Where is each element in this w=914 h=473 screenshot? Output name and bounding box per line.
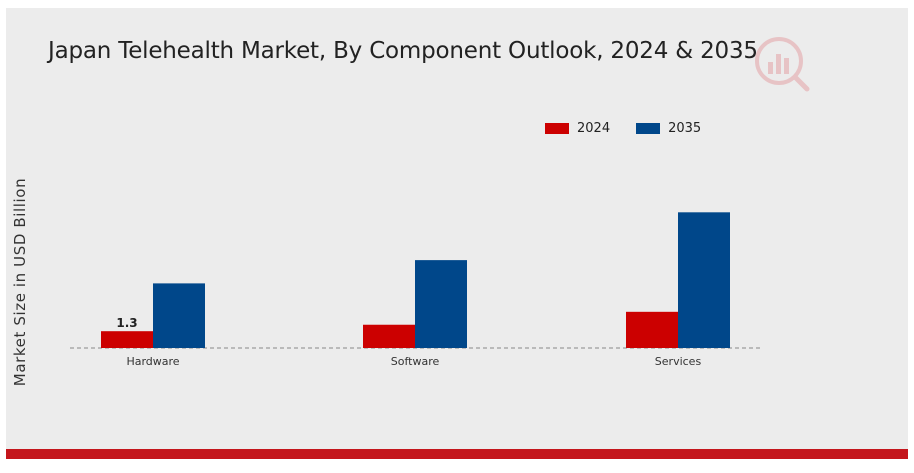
legend-item-2035: 2035	[636, 121, 701, 136]
data-label-2024-hardware: 1.3	[116, 316, 137, 330]
legend-label-2035: 2035	[668, 121, 702, 136]
legend: 2024 2035	[545, 121, 727, 136]
x-tick-label-software: Software	[391, 355, 440, 368]
legend-swatch-2035	[636, 123, 661, 134]
x-tick-label-services: Services	[655, 355, 702, 368]
bar-2024-software	[363, 324, 415, 348]
chart-background	[6, 8, 908, 456]
chart-title: Japan Telehealth Market, By Component Ou…	[48, 38, 758, 64]
bar-2024-hardware	[101, 331, 153, 348]
legend-item-2024: 2024	[545, 121, 610, 136]
footer-accent-bar	[6, 449, 908, 459]
bar-2035-services	[678, 212, 730, 348]
bar-2035-hardware	[153, 283, 205, 348]
legend-swatch-2024	[545, 123, 569, 134]
bar-2024-services	[626, 311, 678, 348]
legend-label-2024: 2024	[577, 121, 611, 136]
brand-logo-icon	[755, 37, 810, 92]
bar-2035-software	[415, 260, 467, 348]
x-tick-label-hardware: Hardware	[126, 355, 179, 368]
